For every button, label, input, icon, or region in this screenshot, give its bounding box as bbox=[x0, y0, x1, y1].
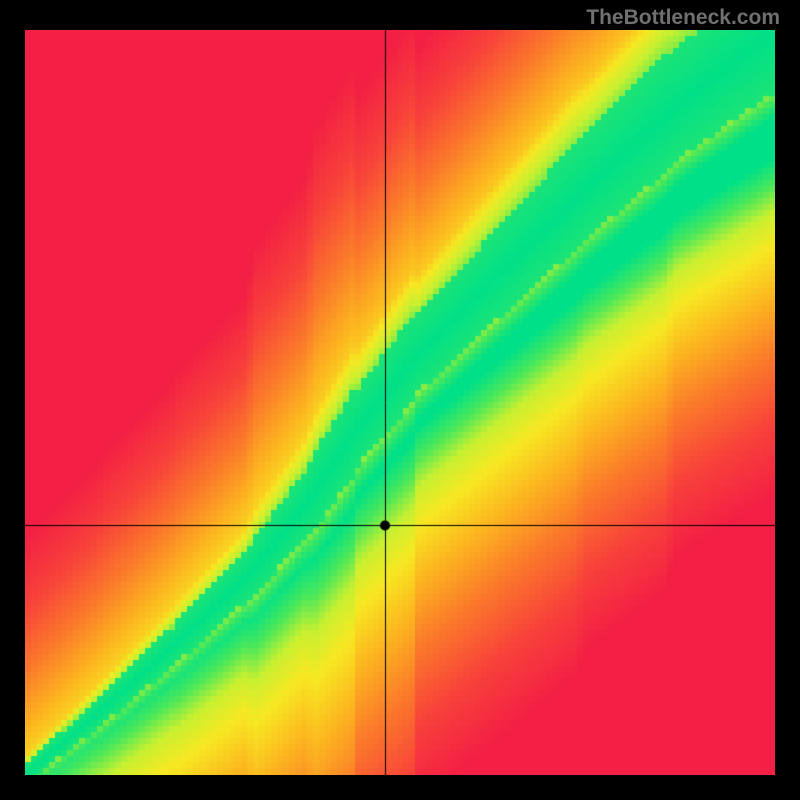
heatmap-plot bbox=[25, 30, 775, 775]
watermark-text: TheBottleneck.com bbox=[586, 6, 780, 30]
heatmap-canvas bbox=[25, 30, 775, 775]
